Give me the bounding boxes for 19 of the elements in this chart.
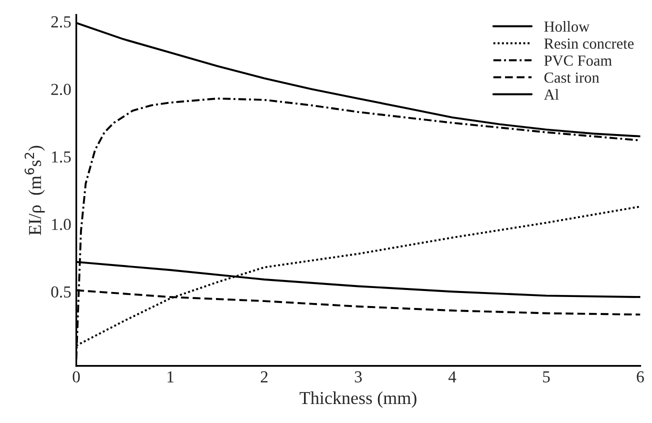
y-tick-label: 2.5 (51, 16, 71, 28)
x-axis-title: Thickness (mm) (300, 391, 416, 408)
x-tick-label: 1 (168, 371, 174, 382)
x-tick-label: 4 (448, 371, 456, 382)
y-tick-label: 0.5 (51, 286, 71, 298)
x-tick-label: 0 (72, 371, 80, 382)
y-tick-label: 2.0 (51, 84, 71, 96)
legend-label: Resin concrete (544, 38, 634, 49)
y-tick-label: 1.0 (52, 218, 71, 230)
x-tick-label: 2 (260, 371, 268, 382)
x-tick-label: 6 (636, 371, 644, 382)
y-axis-title: EI/ρ (m$^{6}$s$^{2}$) (24, 146, 45, 236)
legend-label: Al (544, 89, 559, 100)
y-tick-label: 1.5 (52, 151, 71, 163)
x-tick-label: 5 (543, 371, 550, 382)
legend-label: PVC Foam (544, 56, 612, 66)
legend-label: Hollow (544, 21, 590, 32)
x-tick-label: 3 (354, 371, 362, 382)
legend-label: Cast iron (544, 72, 600, 83)
